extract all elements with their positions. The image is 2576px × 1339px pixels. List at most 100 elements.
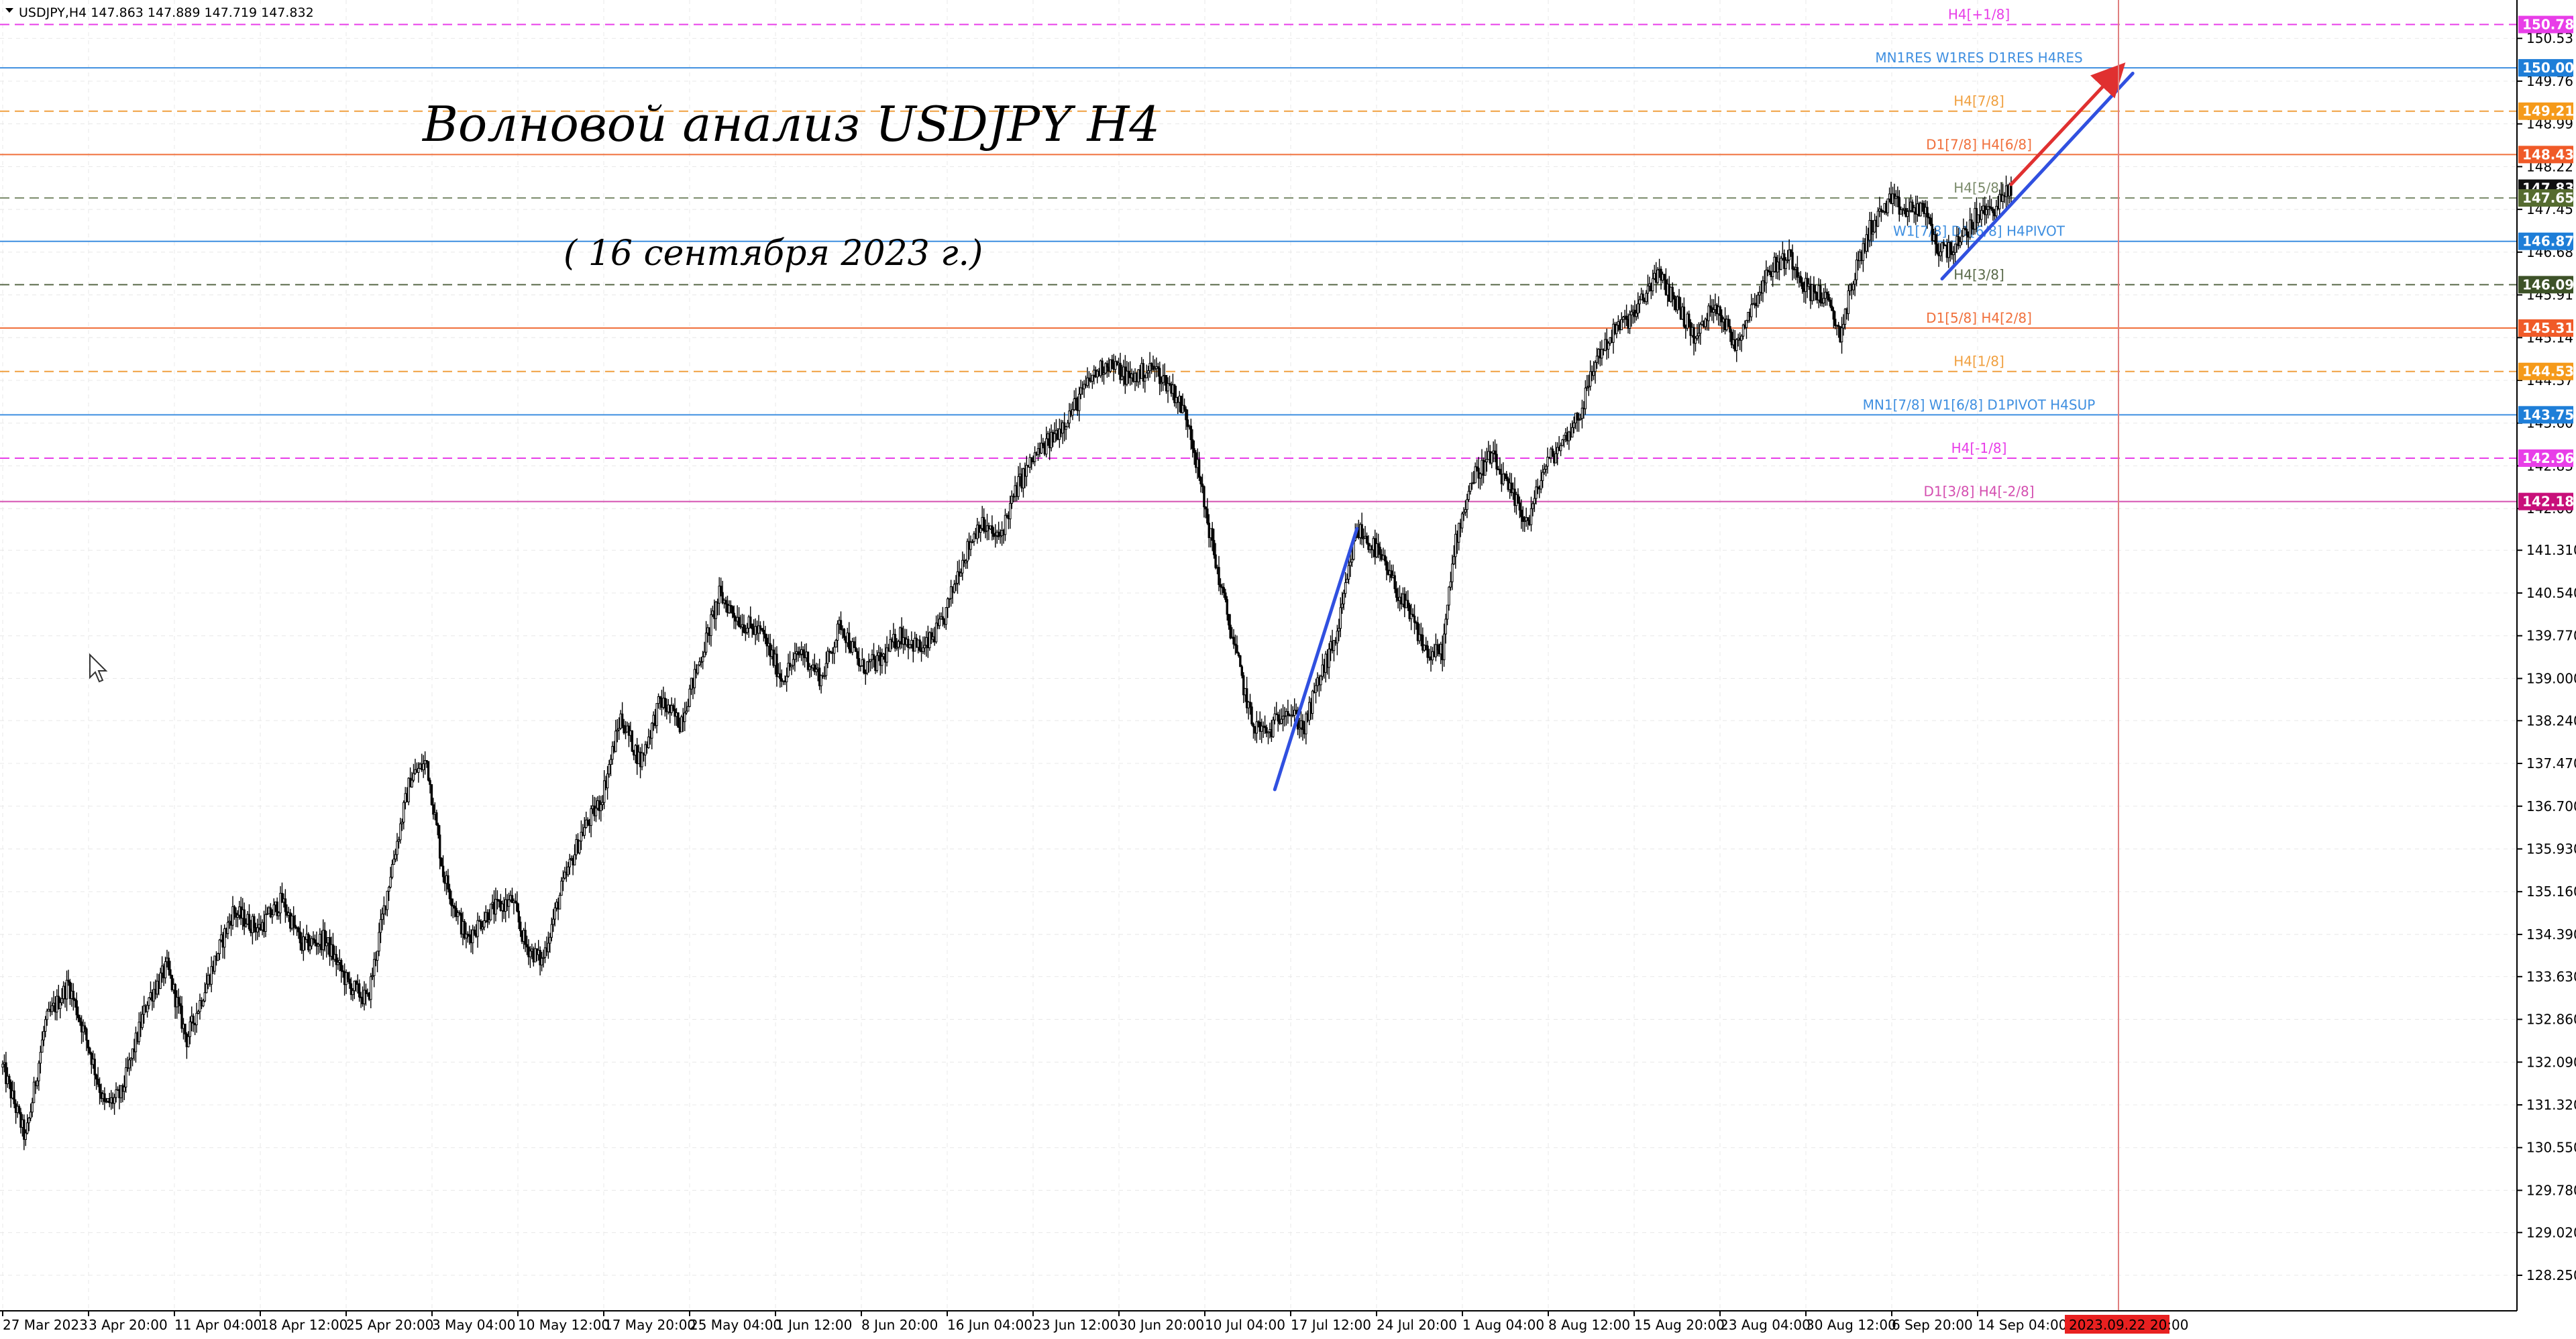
- candle-body: [1144, 377, 1146, 382]
- candle-body: [59, 1002, 62, 1009]
- candle-body: [867, 661, 870, 663]
- candle-body: [1935, 244, 1939, 254]
- candle-body: [1418, 634, 1421, 641]
- candle-body: [396, 841, 398, 855]
- triangle-down-icon[interactable]: [5, 8, 13, 13]
- symbol-header: USDJPY,H4 147.863 147.889 147.719 147.83…: [19, 5, 314, 20]
- candle-body: [590, 808, 592, 826]
- y-tick-label: 130.550: [2526, 1140, 2576, 1156]
- candle-body: [1589, 371, 1592, 387]
- candle-body: [1865, 234, 1868, 252]
- level-label: H4[+1/8]: [1948, 7, 2010, 23]
- candle-body: [1792, 268, 1796, 270]
- candle-body: [600, 804, 602, 812]
- candle-body: [1434, 644, 1438, 657]
- candle-body: [1214, 554, 1217, 568]
- candle-body: [928, 632, 931, 649]
- candle-body: [1939, 251, 1942, 256]
- candle-body: [907, 639, 910, 648]
- candle-body: [1758, 292, 1761, 296]
- candle-body: [42, 1030, 45, 1040]
- candle-body: [798, 653, 801, 655]
- candle-body: [761, 628, 763, 631]
- candle-body: [969, 541, 972, 550]
- candle-body: [32, 1081, 36, 1104]
- candle-body: [1819, 285, 1822, 303]
- candle-body: [1390, 570, 1393, 578]
- candle-body: [1101, 360, 1104, 375]
- candle-body: [1491, 452, 1493, 464]
- candle-body: [458, 912, 461, 914]
- candle-body: [1532, 503, 1534, 509]
- candle-body: [1255, 721, 1258, 734]
- candle-body: [1073, 398, 1076, 411]
- candle-body: [325, 943, 328, 947]
- candle-body: [1232, 637, 1235, 645]
- candle-body: [1780, 258, 1782, 270]
- candle-body: [1159, 368, 1161, 384]
- candle-body: [853, 641, 855, 648]
- candle-body: [411, 780, 413, 788]
- candle-body: [1236, 645, 1238, 653]
- price-badge: [2518, 189, 2573, 207]
- candle-body: [203, 992, 207, 1002]
- candle-body: [1033, 452, 1036, 462]
- candle-body: [233, 906, 236, 914]
- candle-body: [787, 663, 790, 677]
- candle-body: [1193, 448, 1195, 453]
- candle-body: [1106, 363, 1109, 368]
- candle-body: [174, 983, 176, 1008]
- candle-body: [1546, 456, 1549, 467]
- candle-body: [1704, 319, 1707, 327]
- candle-body: [1762, 280, 1764, 294]
- candle-body: [1263, 725, 1267, 729]
- candle-body: [603, 780, 606, 803]
- candle-body: [432, 804, 435, 815]
- candle-body: [223, 928, 226, 948]
- candle-body: [1022, 468, 1025, 488]
- candle-body: [1341, 603, 1344, 608]
- x-tick-label: 10 Jul 04:00: [1205, 1317, 1285, 1333]
- candle-body: [1281, 715, 1285, 720]
- candle-body: [854, 647, 857, 652]
- candle-body: [297, 927, 300, 932]
- candle-body: [655, 703, 658, 727]
- candle-body: [1906, 211, 1909, 217]
- candle-body: [1224, 592, 1227, 600]
- price-badge-label: 145.312: [2522, 320, 2576, 336]
- candle-body: [677, 712, 680, 728]
- candle-body: [794, 653, 796, 660]
- candle-body: [1086, 377, 1089, 386]
- candle-body: [407, 778, 410, 802]
- candle-body: [1346, 578, 1348, 584]
- candle-body: [1449, 581, 1452, 588]
- candle-body: [1521, 516, 1524, 522]
- candle-body: [1829, 299, 1832, 307]
- candle-body: [1886, 199, 1889, 213]
- y-tick-label: 141.310: [2526, 542, 2576, 558]
- candle-body: [1966, 229, 1968, 236]
- candle-body: [573, 854, 576, 865]
- candle-body: [1426, 645, 1429, 658]
- candle-body: [269, 907, 272, 918]
- candle-body: [1452, 556, 1456, 565]
- candle-body: [231, 906, 234, 926]
- candle-body: [728, 604, 731, 613]
- candle-body: [1477, 468, 1480, 479]
- candle-body: [1010, 496, 1013, 504]
- level-label: MN1[7/8] W1[6/8] D1PIVOT H4SUP: [1863, 396, 2096, 413]
- candle-body: [390, 864, 394, 878]
- candle-body: [1765, 270, 1768, 284]
- candle-body: [1219, 584, 1222, 588]
- x-tick-label: 30 Jun 20:00: [1119, 1317, 1204, 1333]
- x-tick-label: 17 May 20:00: [604, 1317, 696, 1333]
- candle-body: [299, 931, 302, 944]
- candle-body: [1750, 304, 1753, 317]
- y-tick-label: 134.390: [2526, 926, 2576, 943]
- candle-body: [292, 916, 295, 926]
- candle-body: [945, 607, 947, 625]
- candle-body: [1339, 607, 1342, 629]
- candle-body: [1719, 306, 1721, 316]
